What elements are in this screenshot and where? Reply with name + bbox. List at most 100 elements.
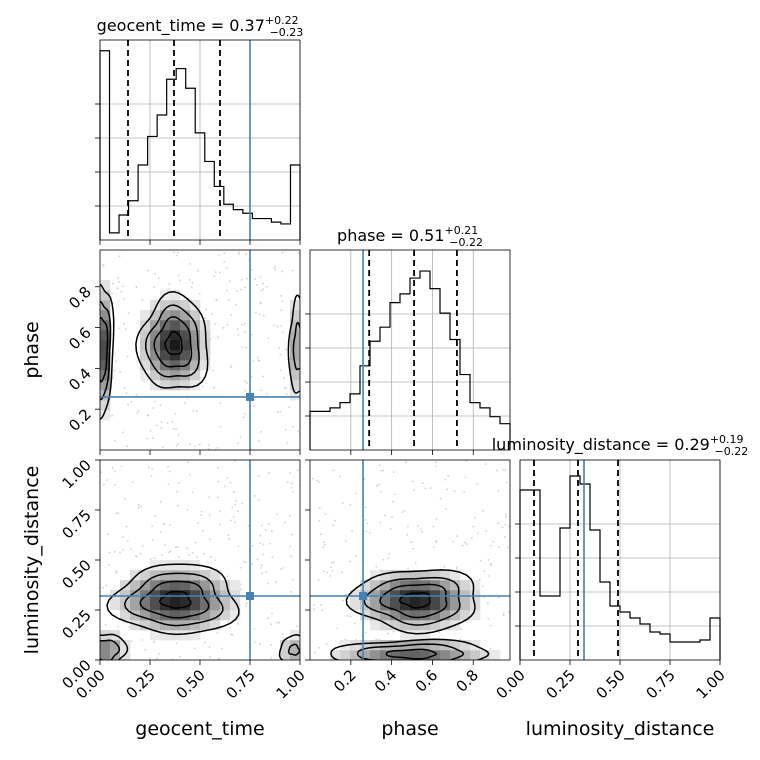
sample-point	[453, 490, 456, 493]
sample-point	[236, 328, 239, 330]
sample-point	[291, 269, 294, 272]
sample-point	[275, 581, 278, 583]
density-cell	[170, 320, 181, 331]
sample-point	[366, 522, 368, 525]
sample-point	[271, 612, 273, 615]
sample-point	[217, 466, 220, 469]
density-cell	[120, 590, 131, 601]
contour-line	[135, 291, 209, 389]
density-cell	[420, 630, 431, 641]
density-cell	[180, 580, 191, 591]
density-cell	[470, 590, 481, 601]
sample-point	[410, 541, 413, 544]
sample-point	[438, 631, 440, 634]
contour-line	[100, 633, 129, 660]
density-cell	[290, 310, 300, 321]
sample-point	[115, 360, 117, 363]
sample-point	[417, 524, 419, 527]
sample-point	[125, 392, 128, 395]
density-cell	[140, 590, 151, 601]
sample-point	[261, 572, 264, 575]
contour-line	[100, 301, 112, 401]
title-luminosity-distance: luminosity_distance = 0.29+0.19 −0.22	[492, 433, 749, 458]
sample-point	[186, 509, 189, 511]
sample-point	[283, 387, 286, 390]
density-cell	[380, 610, 391, 621]
density-cell	[150, 590, 161, 601]
density-cell	[160, 630, 171, 641]
density-cell	[360, 650, 371, 660]
density-cell	[180, 610, 191, 621]
density-cell	[370, 570, 381, 581]
sample-point	[177, 274, 180, 277]
density-cell	[380, 640, 391, 651]
contour-line	[287, 643, 300, 656]
density-cell	[450, 640, 461, 651]
sample-point	[208, 496, 211, 499]
density-cell	[200, 350, 211, 361]
sample-point	[341, 571, 344, 574]
density-cell	[210, 570, 221, 581]
sample-point	[421, 531, 424, 533]
sample-point	[117, 512, 120, 515]
sample-point	[217, 496, 220, 499]
density-cell	[100, 340, 111, 351]
sample-point	[278, 346, 281, 349]
sample-point	[487, 602, 489, 605]
sample-point	[193, 445, 196, 448]
sample-point	[405, 461, 408, 464]
sample-point	[290, 555, 293, 558]
density-cell	[200, 580, 211, 591]
sample-point	[228, 280, 231, 283]
sample-point	[267, 472, 270, 474]
sample-point	[234, 503, 237, 506]
sample-point	[154, 514, 157, 517]
density-cell	[130, 590, 141, 601]
sample-point	[101, 263, 104, 266]
sample-point	[244, 604, 247, 607]
sample-point	[463, 491, 466, 494]
sample-point	[479, 559, 482, 562]
density-cell	[140, 570, 151, 581]
xlabel-geocent-time: geocent_time	[135, 718, 264, 740]
sample-point	[227, 621, 230, 623]
density-cell	[170, 570, 181, 581]
sample-point	[227, 534, 230, 537]
xlabel-phase: phase	[381, 718, 438, 740]
sample-point	[401, 511, 404, 514]
sample-point	[237, 545, 240, 548]
density-cell	[290, 390, 300, 401]
sample-point	[147, 414, 150, 417]
sample-point	[230, 366, 232, 369]
sample-point	[172, 427, 175, 430]
sample-point	[217, 657, 220, 660]
sample-point	[197, 522, 200, 525]
sample-point	[226, 289, 229, 292]
truth-marker	[246, 392, 254, 401]
sample-point	[413, 489, 415, 492]
density-cell	[180, 380, 191, 391]
panel-content	[310, 460, 510, 660]
sample-point	[492, 540, 495, 543]
sample-point	[259, 643, 261, 645]
sample-point	[411, 480, 414, 483]
density-cell	[120, 610, 131, 621]
sample-point	[186, 547, 189, 550]
density-cell	[160, 620, 171, 631]
sample-point	[262, 288, 265, 291]
sample-point	[210, 556, 212, 558]
sample-point	[446, 488, 449, 491]
sample-point	[176, 504, 179, 507]
sample-point	[168, 287, 171, 290]
sample-point	[218, 254, 221, 256]
sample-point	[254, 641, 256, 644]
density-cell	[150, 370, 161, 381]
sample-point	[160, 427, 163, 429]
sample-point	[130, 400, 132, 403]
truth-marker	[359, 592, 368, 600]
sample-point	[349, 560, 352, 563]
sample-point	[240, 278, 243, 281]
density-cell	[180, 310, 191, 321]
sample-point	[501, 526, 504, 529]
